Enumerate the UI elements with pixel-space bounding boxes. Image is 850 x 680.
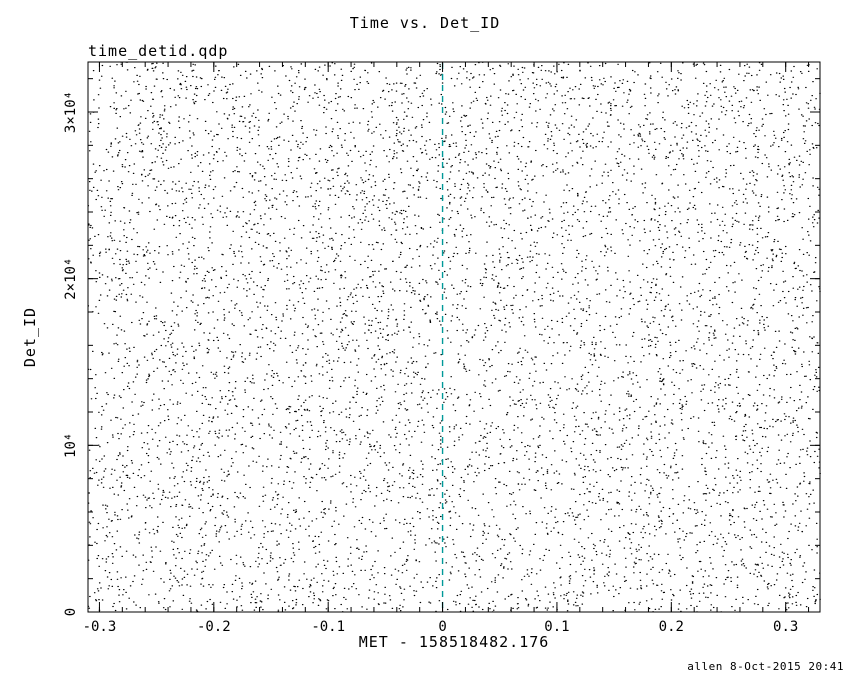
x-tick-label: 0 xyxy=(438,619,446,635)
y-tick-label: 3×10⁴ xyxy=(63,91,79,133)
y-tick-label: 10⁴ xyxy=(63,433,79,458)
data-points xyxy=(87,61,821,613)
x-tick-label: 0.1 xyxy=(544,619,569,635)
x-tick-label: -0.1 xyxy=(311,619,345,635)
y-axis-label: Det_ID xyxy=(21,306,39,368)
credit-label: allen 8-Oct-2015 20:41 xyxy=(687,660,844,673)
x-axis-label: MET - 158518482.176 xyxy=(358,633,550,651)
x-tick-label: -0.3 xyxy=(83,619,117,635)
y-tick-label: 0 xyxy=(63,608,79,616)
filename-label: time_detid.qdp xyxy=(88,42,229,60)
plot-frame xyxy=(87,61,821,613)
chart-title: Time vs. Det_ID xyxy=(349,14,501,32)
x-tick-label: 0.3 xyxy=(773,619,798,635)
x-tick-label: 0.2 xyxy=(659,619,684,635)
x-tick-label: -0.2 xyxy=(197,619,231,635)
y-tick-label: 2×10⁴ xyxy=(63,258,79,300)
